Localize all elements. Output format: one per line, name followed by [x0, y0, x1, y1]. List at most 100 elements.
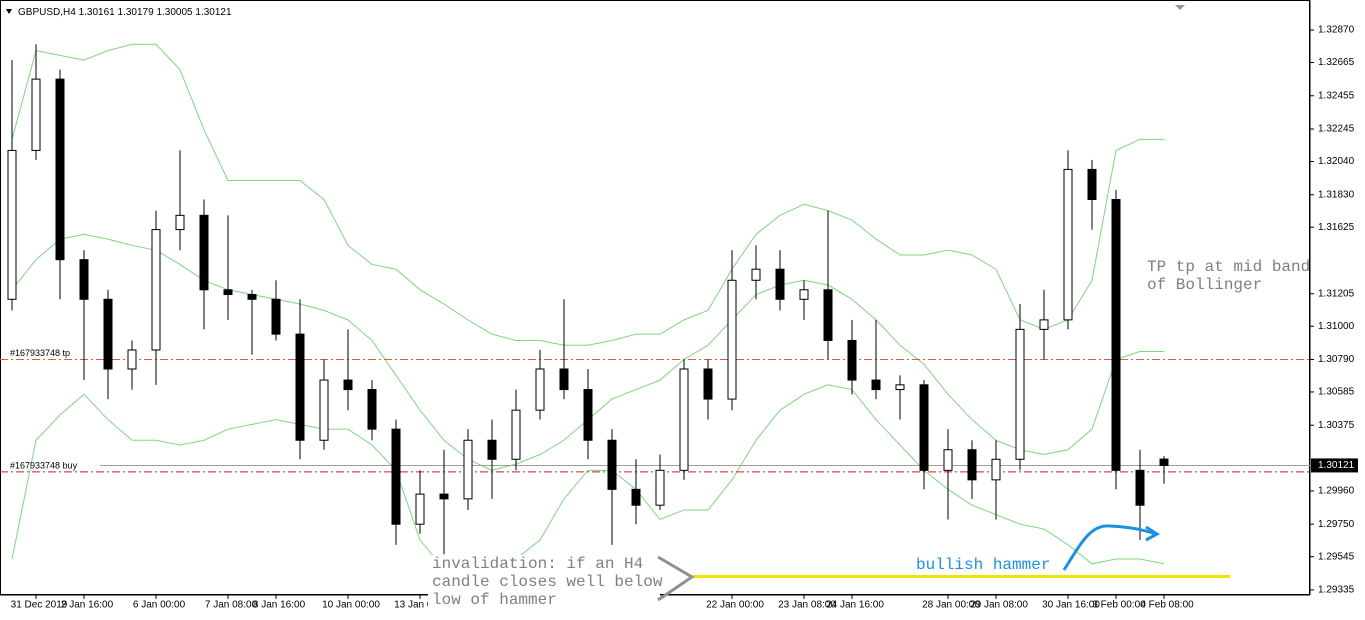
candle-body	[415, 493, 425, 525]
y-tick-label: 1.29750	[1318, 519, 1355, 530]
candle-body	[943, 449, 953, 471]
y-tick-label: 1.30375	[1318, 420, 1355, 431]
annotation-line: low of hammer	[432, 591, 557, 609]
candle-body	[7, 149, 17, 300]
candle-body	[607, 439, 617, 490]
candle-body	[103, 298, 113, 370]
x-tick-label: 10 Jan 00:00	[322, 600, 380, 611]
x-tick-label: 30 Jan 16:00	[1042, 600, 1100, 611]
x-tick-label: 6 Jan 00:00	[133, 600, 186, 611]
x-tick-label: 3 Feb 00:00	[1092, 600, 1146, 611]
candle-body	[967, 449, 977, 481]
candle-body	[367, 389, 377, 430]
y-tick-label: 1.31830	[1318, 189, 1355, 200]
candle-body	[727, 279, 737, 400]
low: 1.30005	[156, 7, 193, 18]
candle-body	[775, 268, 785, 300]
x-tick-label: 24 Jan 16:00	[826, 600, 884, 611]
candle-body	[487, 439, 497, 460]
y-tick-label: 1.31625	[1318, 222, 1355, 233]
level-label: #167933748 tp	[10, 348, 70, 358]
price-tag-label: 1.30121	[1318, 460, 1355, 471]
x-tick-label: 29 Jan 08:00	[970, 600, 1028, 611]
y-tick-label: 1.30585	[1318, 387, 1355, 398]
candle-body	[319, 379, 329, 441]
y-tick-label: 1.32455	[1318, 90, 1355, 101]
candle-body	[1111, 199, 1121, 471]
candle-body	[895, 384, 905, 391]
candle-body	[223, 289, 233, 296]
plot: 1.32870 1.32665 1.32455 1.32245 1.32040 1.318…	[0, 25, 1355, 611]
candle-body	[1015, 328, 1025, 460]
y-tick-label: 1.32245	[1318, 124, 1355, 135]
open: 1.30161	[79, 7, 116, 18]
candle-body	[823, 289, 833, 341]
price-tag	[1311, 458, 1358, 473]
candle-body	[247, 294, 257, 300]
y-tick-label: 1.32665	[1318, 57, 1355, 68]
shift-marker	[1175, 5, 1185, 10]
y-tick-label: 1.32870	[1318, 25, 1355, 36]
x-tick-label: 28 Jan 00:00	[922, 600, 980, 611]
candle-body	[703, 368, 713, 400]
candle-body	[991, 458, 1001, 481]
candle-body	[127, 349, 137, 370]
x-tick-label: 7 Jan 08:00	[205, 600, 258, 611]
annotation-text: bullish hammer	[916, 556, 1050, 574]
symbol: GBPUSD,H4	[18, 7, 76, 18]
candle-body	[1039, 319, 1049, 330]
candle-body	[79, 259, 89, 300]
candle-body	[151, 229, 161, 351]
y-tick-label: 1.29960	[1318, 486, 1355, 497]
y-tick-label: 1.32040	[1318, 156, 1355, 167]
candle-body	[463, 439, 473, 500]
invalidation-annotation: invalidation: if an H4 candle closes wel…	[428, 555, 695, 615]
y-tick-label: 1.31205	[1318, 288, 1355, 299]
candle-body	[511, 409, 521, 460]
candle-body	[55, 78, 65, 261]
arrow	[1062, 524, 1156, 571]
candle-body	[679, 368, 689, 471]
candle-body	[1135, 469, 1145, 506]
annotation-line: candle closes well below	[432, 573, 663, 591]
candle-body	[31, 78, 41, 151]
close: 1.30121	[195, 7, 232, 18]
y-tick-label: 1.29335	[1318, 585, 1355, 596]
band-line	[11, 384, 1165, 590]
candle-body	[439, 493, 449, 500]
candle-body	[391, 428, 401, 525]
x-tick-label: 23 Jan 08:00	[778, 600, 836, 611]
y-tick-label: 1.29545	[1318, 551, 1355, 562]
candle-body	[199, 214, 209, 291]
candle-body	[559, 368, 569, 391]
x-tick-label: 4 Feb 08:00	[1140, 600, 1194, 611]
candle-body	[655, 469, 665, 506]
candle-body	[631, 488, 641, 506]
chevron	[657, 555, 695, 602]
candle-body	[1063, 168, 1073, 321]
x-tick-label: 13 Jan 08:00	[394, 600, 452, 611]
x-tick-label: 22 Jan 00:00	[706, 600, 764, 611]
candle-body	[175, 214, 185, 231]
candle-body	[535, 368, 545, 411]
y-tick-label: 1.30790	[1318, 354, 1355, 365]
candle-body	[295, 333, 305, 441]
candle-body	[847, 339, 857, 381]
x-tick-label: 8 Jan 16:00	[253, 600, 306, 611]
y-tick-label: 1.31000	[1318, 321, 1355, 332]
level-label: #167933748 buy	[10, 460, 78, 470]
annotation-line: TP tp at mid band	[1147, 258, 1310, 276]
x-tick-label: 2 Jan 16:00	[61, 600, 114, 611]
band-line	[11, 43, 1164, 346]
candle-body	[1087, 168, 1097, 201]
hammer-annotation: bullish hammer	[916, 524, 1160, 574]
candle-body	[583, 389, 593, 441]
tp-annotation: TP tp at mid band of Bollinger	[1147, 258, 1310, 294]
candle-body	[1159, 458, 1169, 466]
candle-body	[271, 298, 281, 335]
header-icon	[6, 9, 12, 14]
x-tick-label: 31 Dec 2019	[11, 600, 68, 611]
annotation-line: of Bollinger	[1147, 276, 1262, 294]
